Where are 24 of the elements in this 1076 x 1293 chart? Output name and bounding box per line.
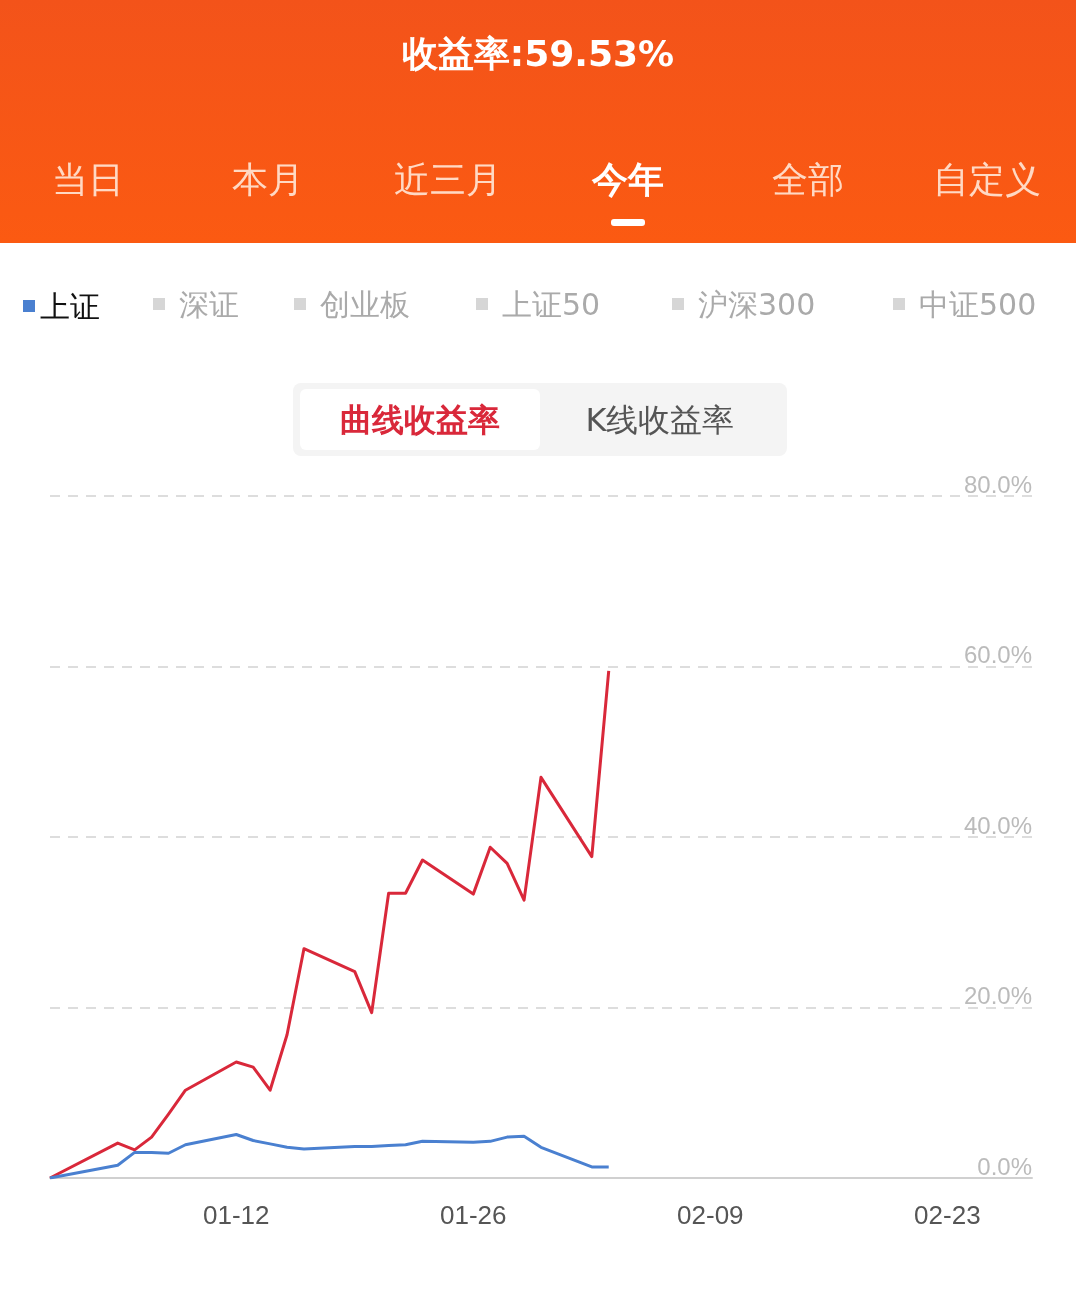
- text: 本月: [231, 158, 305, 202]
- text: 自定义: [932, 158, 1042, 202]
- x-tick-label: 01-12: [202, 1200, 270, 1230]
- text: 创业板: [320, 286, 410, 324]
- chart-title: 收益率:59.53%: [400, 32, 676, 76]
- y-tick-label: 80.0%: [963, 470, 1032, 498]
- text: 近三月: [393, 158, 503, 202]
- y-tick-label: 0.0%: [977, 1152, 1032, 1180]
- text: 沪深300: [698, 286, 816, 324]
- text: K线收益率: [584, 400, 736, 441]
- y-tick-label: 40.0%: [963, 811, 1032, 839]
- text: 上证50: [502, 286, 601, 324]
- y-tick-label: 60.0%: [963, 641, 1032, 668]
- x-tick-label: 01-26: [440, 1200, 507, 1230]
- text: 中证500: [919, 286, 1037, 324]
- x-tick-label: 02-09: [677, 1200, 744, 1230]
- text: 全部: [771, 158, 845, 202]
- text: 深证: [179, 286, 239, 324]
- text: 曲线收益率: [339, 400, 501, 441]
- y-tick-label: 20.0%: [963, 982, 1032, 1009]
- legend-label: 上证: [40, 289, 100, 323]
- x-tick-label: 02-23: [914, 1200, 981, 1230]
- text: 当日: [51, 158, 125, 202]
- text: 今年: [591, 158, 665, 202]
